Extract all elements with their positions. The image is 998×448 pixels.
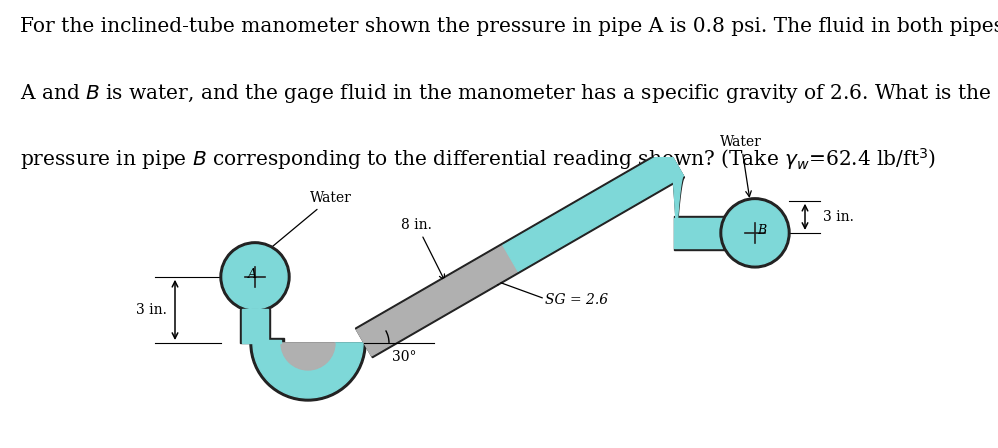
Polygon shape (356, 245, 518, 356)
Wedge shape (253, 343, 363, 398)
Polygon shape (669, 150, 684, 248)
Polygon shape (242, 309, 268, 343)
Text: 3 in.: 3 in. (823, 210, 854, 224)
Polygon shape (253, 340, 281, 343)
Circle shape (223, 245, 287, 309)
Text: Water: Water (263, 191, 352, 254)
Circle shape (220, 242, 290, 312)
Text: 30°: 30° (392, 350, 416, 364)
Text: 8 in.: 8 in. (401, 218, 444, 280)
Polygon shape (240, 309, 270, 343)
Text: Water: Water (720, 135, 761, 197)
Wedge shape (281, 343, 335, 370)
Polygon shape (674, 218, 723, 248)
Text: 3 in.: 3 in. (136, 303, 167, 317)
Polygon shape (503, 150, 684, 271)
Text: pressure in pipe $B$ corresponding to the differential reading shown? (Take $\ga: pressure in pipe $B$ corresponding to th… (20, 146, 936, 172)
Circle shape (720, 198, 790, 268)
Text: A: A (248, 268, 257, 281)
Polygon shape (674, 216, 725, 250)
Text: For the inclined-tube manometer shown the pressure in pipe A is 0.8 psi. The flu: For the inclined-tube manometer shown th… (20, 17, 998, 36)
Text: SG = 2.6: SG = 2.6 (545, 293, 608, 307)
Polygon shape (668, 148, 685, 250)
Polygon shape (355, 148, 685, 358)
Polygon shape (250, 338, 284, 343)
Wedge shape (250, 343, 366, 401)
Text: A and $B$ is water, and the gage fluid in the manometer has a specific gravity o: A and $B$ is water, and the gage fluid i… (20, 82, 991, 105)
Text: B: B (757, 224, 766, 237)
Circle shape (723, 201, 787, 265)
